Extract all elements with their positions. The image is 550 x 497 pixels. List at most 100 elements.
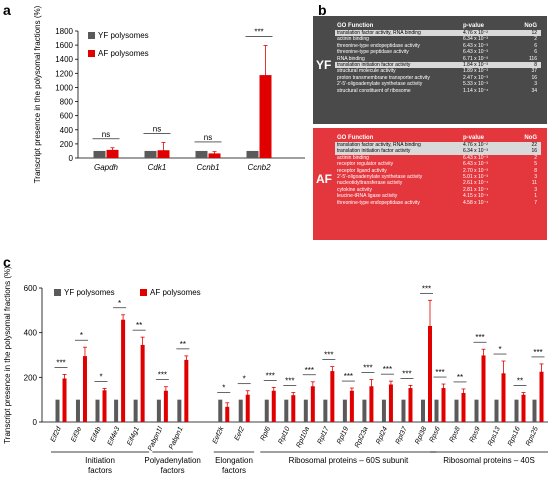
bar-yf <box>156 399 161 422</box>
legend-label: AF polysomes <box>98 49 149 58</box>
go-function: threonine-type endopeptidase activity <box>337 42 420 49</box>
category-label: Eef2k <box>212 425 226 445</box>
significance-label: * <box>498 345 501 354</box>
chart-a: 0 200 400 600 800 1000 1200 1400 1600 1800 Transcr… <box>33 5 305 183</box>
go-row: receptor regulator activity 6.43 x 10⁻³ 5 <box>335 161 541 167</box>
bar-yf <box>195 150 208 158</box>
go-function: threonine-type endopeptidase activity <box>337 199 420 206</box>
bar-yf <box>55 399 60 422</box>
go-function: cytokine activity <box>337 186 373 193</box>
significance-label: *** <box>285 377 294 386</box>
go-header-row: GO Function p-value NoG <box>335 22 541 30</box>
bar-af <box>82 356 87 422</box>
category-label: Rpl10a <box>295 426 311 449</box>
significance-label: *** <box>475 333 484 342</box>
y-tick-label: 600 <box>60 112 74 121</box>
bar-af <box>369 386 374 422</box>
go-row: structural constituent of ribosome 1.14 x… <box>335 88 541 94</box>
legend-label: YF polysomes <box>98 31 149 40</box>
chart-c: 0 200 400 600 Transcript presence in the pol… <box>3 266 548 475</box>
go-pvalue: 6.71 x 10⁻³ <box>463 55 488 62</box>
go-header-pvalue: p-value <box>463 23 485 29</box>
group-label: Ribosomal proteins – 60S subunit <box>289 456 409 465</box>
bar-yf <box>218 399 223 422</box>
category-label: Eif3e <box>70 426 83 444</box>
category-label: Ccnb1 <box>196 163 219 172</box>
go-row: cytokine activity 2.81 x 10⁻⁴ 3 <box>335 187 541 193</box>
y-tick-label: 800 <box>60 98 74 107</box>
go-row: 2'-5'-oligoadenylate synthetase activity… <box>335 174 541 180</box>
go-pvalue: 1.84 x 10⁻³ <box>463 62 488 69</box>
go-function: proton transmembrane transporter activit… <box>337 74 430 81</box>
go-function: receptor regulator activity <box>337 161 394 168</box>
category-label: Gapdh <box>94 163 119 172</box>
y-tick-label: 0 <box>33 418 38 427</box>
category-label: Ccnb2 <box>247 163 271 172</box>
go-nog: 2 <box>534 36 537 43</box>
y-tick-label: 200 <box>60 140 74 149</box>
go-pvalue: 2.70 x 10⁻³ <box>463 167 488 174</box>
go-row: receptor ligand activity 2.70 x 10⁻³ 8 <box>335 168 541 174</box>
category-label: Rpl17 <box>317 425 332 446</box>
bar-af <box>388 384 393 422</box>
significance-label: *** <box>254 27 263 36</box>
legend-swatch <box>54 289 61 296</box>
bar-af <box>245 394 250 422</box>
panel-label-c: c <box>3 254 11 270</box>
go-row: RNA binding 6.71 x 10⁻³ 116 <box>335 56 541 62</box>
go-row: 2'-5'-oligoadenylate synthetase activity… <box>335 81 541 87</box>
significance-label: * <box>80 331 83 340</box>
legend-swatch <box>88 32 95 39</box>
bar-af <box>428 325 432 422</box>
category-label: Pabpn1l <box>147 425 164 452</box>
go-header-function: GO Function <box>337 135 374 141</box>
bar-yf <box>342 399 347 422</box>
go-pvalue: 4.58 x 10⁻⁴ <box>463 199 489 206</box>
bar-yf <box>474 399 479 422</box>
bar-af <box>102 390 107 422</box>
bar-yf <box>514 399 519 422</box>
legend-swatch <box>88 50 95 57</box>
category-label: Rpl6 <box>260 426 272 442</box>
significance-label: *** <box>305 366 314 375</box>
significance-label: * <box>243 375 246 384</box>
go-nog: 37 <box>531 68 537 75</box>
go-function: structural molecule activity <box>337 68 396 75</box>
significance-label: *** <box>363 364 372 373</box>
bar-af <box>501 373 506 422</box>
go-label-yf: YF <box>316 58 332 72</box>
bar-yf <box>381 399 386 422</box>
y-tick-label: 400 <box>24 329 38 338</box>
go-row: actinin binding 6.34 x 10⁻³ 2 <box>335 36 541 42</box>
significance-label: *** <box>422 284 431 293</box>
go-rows-yf: GO Function p-value NoG translation fact… <box>335 22 541 94</box>
bar-af <box>461 392 466 422</box>
category-label: Rpl24 <box>375 426 389 446</box>
bar-af <box>521 394 526 422</box>
go-header-nog: NoG <box>524 135 537 141</box>
go-function: translation initiation factor activity <box>337 62 411 69</box>
bar-yf <box>144 150 157 158</box>
go-nog: 3 <box>534 81 537 88</box>
bar-yf <box>264 399 269 422</box>
go-nog: 3 <box>534 186 537 193</box>
bar-af <box>539 371 544 422</box>
bar-af <box>481 355 486 422</box>
go-function: receptor ligand activity <box>337 167 387 174</box>
significance-label: ** <box>136 321 142 330</box>
category-label: Rps16 <box>507 426 522 447</box>
significance-label: *** <box>56 358 65 367</box>
bar-af <box>121 319 126 422</box>
significance-label: * <box>118 299 121 308</box>
category-label: Eif4g1 <box>126 426 141 447</box>
go-nog: 1 <box>534 193 537 200</box>
go-nog: 16 <box>531 148 537 155</box>
bar-yf <box>133 399 138 422</box>
bar-yf <box>454 399 459 422</box>
y-tick-label: 200 <box>24 373 38 382</box>
group-label: Elongation factors <box>215 456 253 475</box>
significance-label: ** <box>457 373 463 382</box>
significance-label: *** <box>533 348 542 357</box>
bar-af <box>349 390 354 422</box>
